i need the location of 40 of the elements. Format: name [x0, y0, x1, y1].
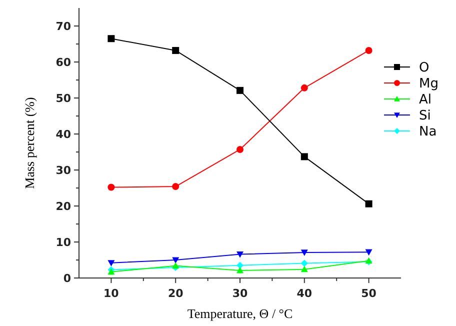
point — [172, 262, 180, 269]
point — [236, 266, 244, 274]
point — [108, 35, 115, 42]
legend-label: O — [419, 60, 430, 76]
point — [172, 183, 180, 190]
x-tick-label: 20 — [168, 287, 184, 300]
point — [108, 184, 115, 191]
point — [365, 200, 372, 208]
y-tick-label: 50 — [56, 92, 72, 105]
y-tick-label: 0 — [63, 272, 72, 285]
y-tick-label: 20 — [56, 200, 72, 213]
x-tick-label: 30 — [232, 287, 248, 300]
legend-label: Si — [419, 108, 431, 124]
point — [236, 86, 244, 94]
point — [365, 46, 372, 54]
point — [300, 250, 308, 256]
x-axis-title: Temperature, Θ / °C — [187, 306, 293, 321]
point — [172, 46, 180, 54]
point — [236, 146, 244, 153]
legend-label: Mg — [419, 76, 438, 92]
x-tick-label: 50 — [361, 287, 377, 300]
point — [236, 251, 244, 258]
y-axis-title: Mass percent (%) — [22, 97, 37, 189]
point — [108, 260, 115, 266]
point — [300, 153, 308, 160]
y-tick-label: 30 — [56, 164, 72, 177]
y-tick-label: 70 — [56, 20, 72, 33]
point — [300, 266, 308, 272]
point — [236, 262, 244, 269]
x-tick-label: 40 — [296, 287, 312, 300]
point — [172, 257, 180, 264]
point — [365, 249, 372, 256]
legend-label: Na — [419, 124, 437, 140]
y-tick-label: 60 — [56, 56, 72, 69]
point — [300, 84, 308, 92]
x-tick-label: 10 — [104, 287, 120, 300]
point — [300, 260, 308, 267]
y-tick-label: 10 — [56, 236, 72, 249]
legend-label: Al — [419, 92, 432, 108]
y-tick-label: 40 — [56, 128, 72, 141]
